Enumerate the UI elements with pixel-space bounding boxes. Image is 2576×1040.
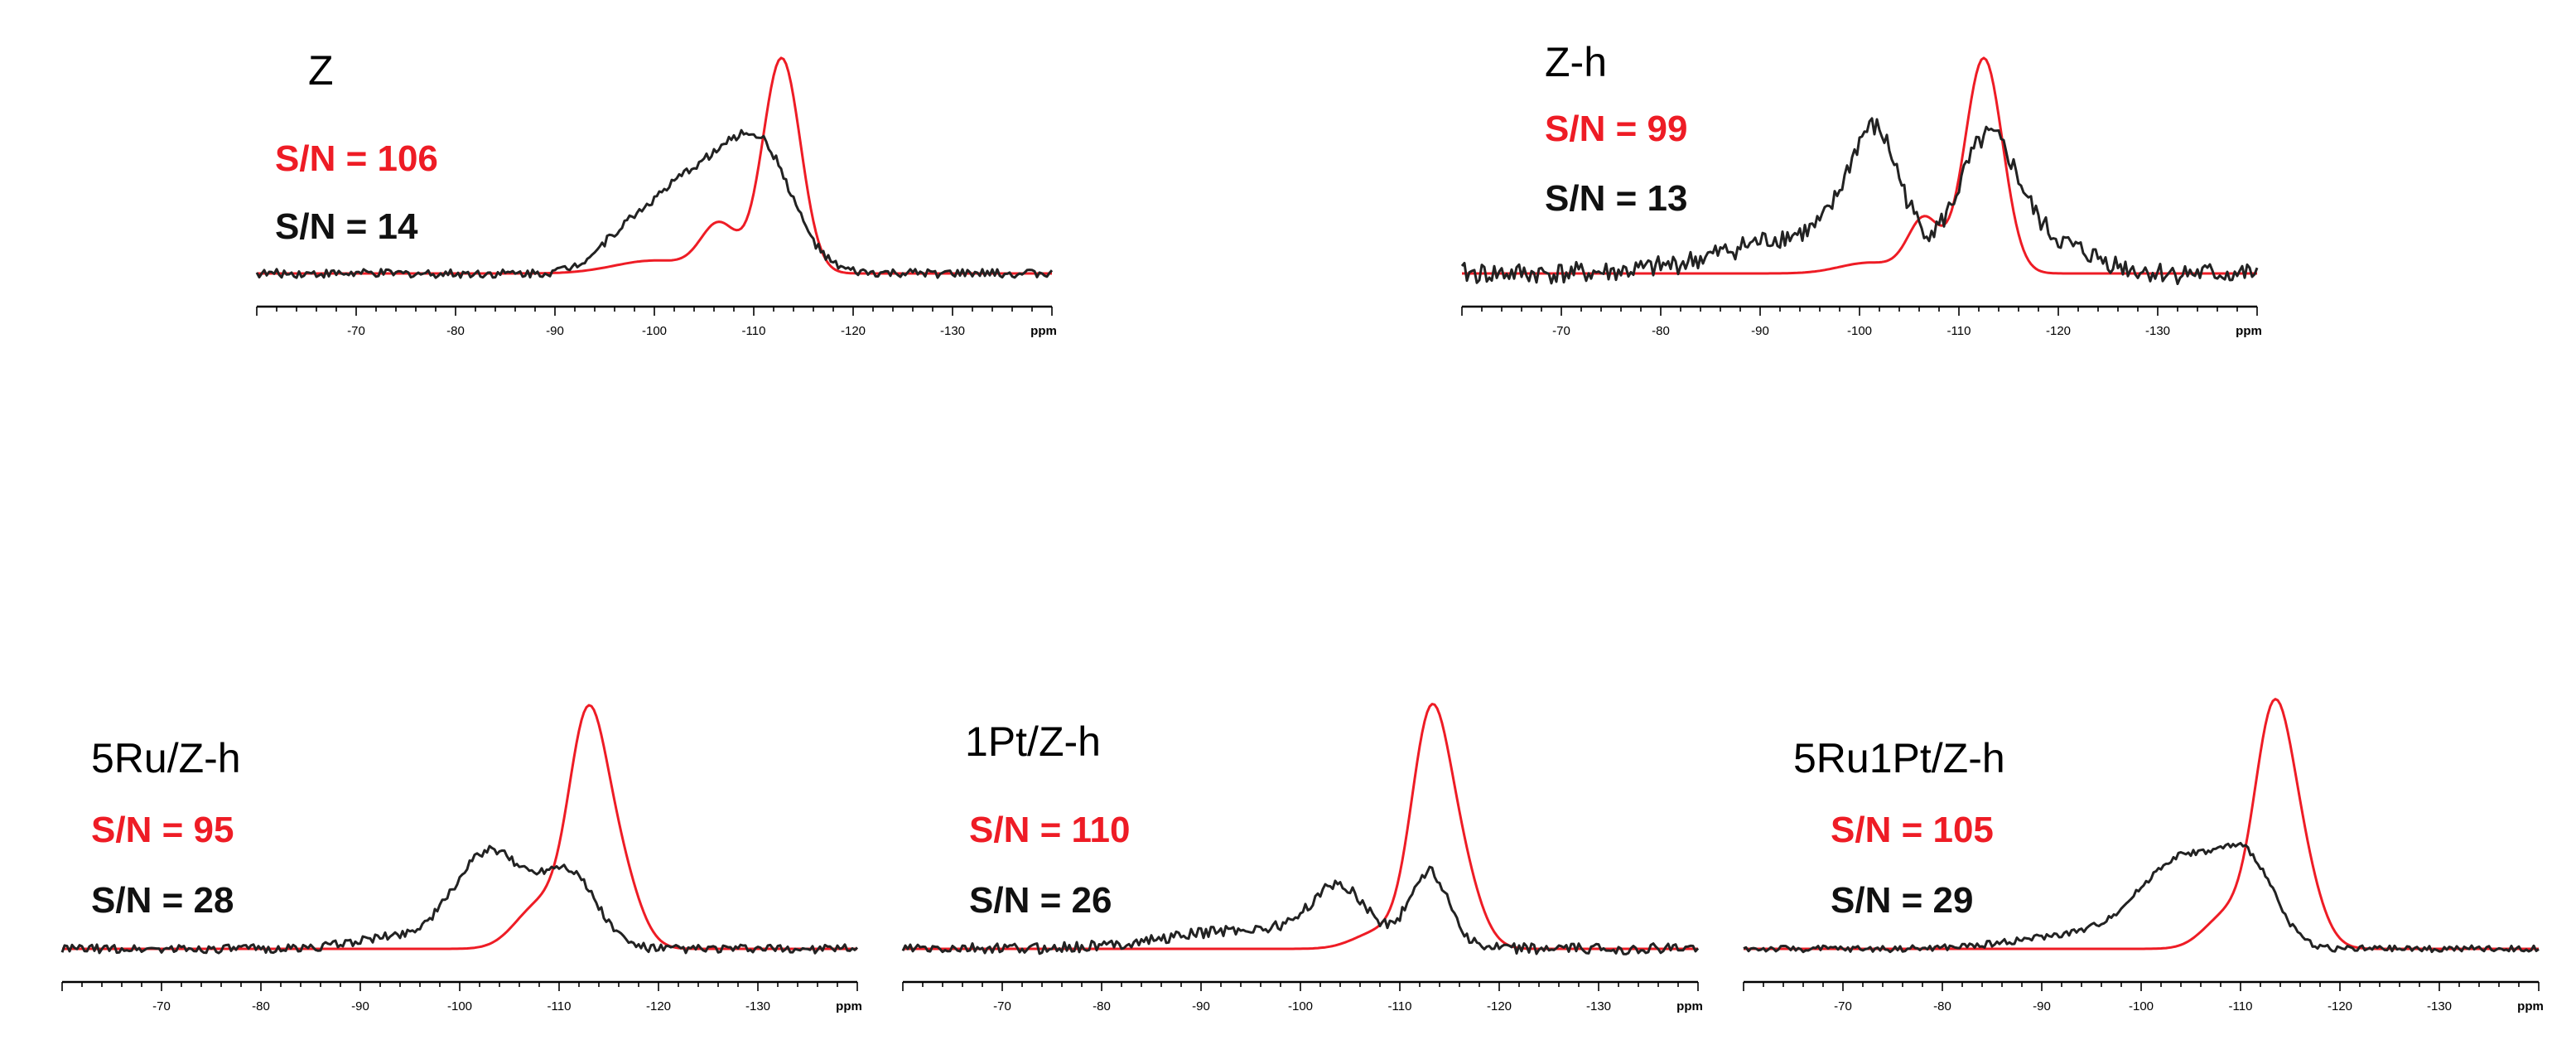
- cp-spectrum-line: [903, 703, 1698, 951]
- x-tick-label: -130: [745, 999, 770, 1013]
- panel-title: 5Ru1Pt/Z-h: [1793, 735, 2005, 781]
- direct-spectrum-line: [901, 865, 1700, 955]
- spectrum-panel-1pt-z-h: -70 -80 -90 -100 -110 -120 -130 ppm 1Pt/Z-h S/N…: [901, 700, 1703, 1023]
- x-tick-label: -120: [1487, 999, 1512, 1013]
- direct-spectrum-line: [1460, 117, 2259, 286]
- spectrum-plot-z-h: -70 -80 -90 -100 -110 -120 -130 ppm: [1460, 56, 2262, 338]
- x-tick-label: -70: [152, 999, 171, 1013]
- panel-title: Z: [308, 47, 334, 94]
- x-tick-label: -90: [1751, 324, 1769, 338]
- cp-sn-label: S/N = 99: [1545, 109, 1688, 149]
- x-tick-label: -130: [2427, 999, 2452, 1013]
- x-tick-label: -100: [1288, 999, 1313, 1013]
- cp-sn-label: S/N = 105: [1831, 810, 1994, 850]
- x-tick-label: -120: [646, 999, 671, 1013]
- spectrum-panel-z: -70 -80 -90 -100 -110 -120 -130 ppm Z S/N = 106…: [255, 25, 1057, 348]
- x-tick-label: -110: [742, 324, 766, 338]
- cp-sn-label: S/N = 106: [275, 138, 438, 179]
- x-tick-label: -70: [347, 324, 365, 338]
- x-tick-label: -120: [2328, 999, 2352, 1013]
- x-tick-label: -90: [2033, 999, 2051, 1013]
- x-tick-label: -130: [1586, 999, 1611, 1013]
- direct-sn-label: S/N = 28: [91, 880, 234, 921]
- x-tick-label: -90: [1192, 999, 1210, 1013]
- cp-sn-label: S/N = 95: [91, 810, 234, 850]
- x-tick-label: -80: [1652, 324, 1670, 338]
- x-unit-label: ppm: [2236, 324, 2262, 338]
- x-unit-label: ppm: [1030, 324, 1057, 338]
- direct-sn-label: S/N = 26: [969, 880, 1112, 921]
- x-unit-label: ppm: [2517, 999, 2544, 1013]
- panel-title: Z-h: [1545, 39, 1607, 85]
- x-tick-label: -130: [940, 324, 965, 338]
- cp-sn-label: S/N = 110: [969, 810, 1131, 850]
- x-tick-label: -80: [1933, 999, 1951, 1013]
- x-tick-label: -90: [546, 324, 564, 338]
- direct-spectrum-line: [60, 844, 859, 955]
- x-tick-label: -100: [642, 324, 667, 338]
- x-tick-label: -110: [548, 999, 572, 1013]
- x-tick-label: -110: [1947, 324, 1971, 338]
- spectrum-plot-1pt-z-h: -70 -80 -90 -100 -110 -120 -130 ppm: [901, 703, 1703, 1013]
- x-tick-label: -90: [351, 999, 369, 1013]
- spectrum-plot-z: -70 -80 -90 -100 -110 -120 -130 ppm: [255, 56, 1057, 338]
- x-tick-label: -80: [1093, 999, 1111, 1013]
- x-unit-label: ppm: [1676, 999, 1703, 1013]
- x-tick-label: -80: [252, 999, 270, 1013]
- x-tick-label: -130: [2145, 324, 2170, 338]
- x-tick-label: -70: [993, 999, 1011, 1013]
- x-tick-label: -70: [1552, 324, 1570, 338]
- direct-sn-label: S/N = 29: [1831, 880, 1974, 921]
- x-tick-label: -70: [1834, 999, 1852, 1013]
- x-tick-label: -110: [2229, 999, 2253, 1013]
- x-tick-label: -120: [2046, 324, 2071, 338]
- cp-spectrum-line: [62, 704, 857, 951]
- panel-title: 5Ru/Z-h: [91, 735, 241, 781]
- x-tick-label: -80: [446, 324, 465, 338]
- cp-spectrum-line: [1462, 56, 2257, 275]
- spectrum-plot-5ru1pt-z-h: -70 -80 -90 -100 -110 -120 -130 ppm: [1743, 698, 2544, 1013]
- spectrum-panel-5ru-z-h: -70 -80 -90 -100 -110 -120 -130 ppm 5Ru/Z-h S/N…: [60, 700, 862, 1023]
- spectrum-plot-5ru-z-h: -70 -80 -90 -100 -110 -120 -130 ppm: [60, 704, 862, 1013]
- spectrum-panel-z-h: -70 -80 -90 -100 -110 -120 -130 ppm Z-h S/N = 9…: [1460, 25, 2262, 348]
- x-tick-label: -100: [1847, 324, 1872, 338]
- spectrum-panel-5ru1pt-z-h: -70 -80 -90 -100 -110 -120 -130 ppm 5Ru1Pt/Z-h …: [1743, 698, 2544, 1023]
- panel-title: 1Pt/Z-h: [965, 718, 1101, 765]
- x-tick-label: -100: [447, 999, 472, 1013]
- direct-spectrum-line: [255, 128, 1054, 279]
- direct-sn-label: S/N = 14: [275, 206, 418, 247]
- direct-spectrum-line: [1743, 841, 2540, 954]
- x-unit-label: ppm: [836, 999, 862, 1013]
- x-tick-label: -110: [1388, 999, 1412, 1013]
- x-tick-label: -100: [2129, 999, 2154, 1013]
- direct-sn-label: S/N = 13: [1545, 178, 1688, 219]
- x-tick-label: -120: [841, 324, 866, 338]
